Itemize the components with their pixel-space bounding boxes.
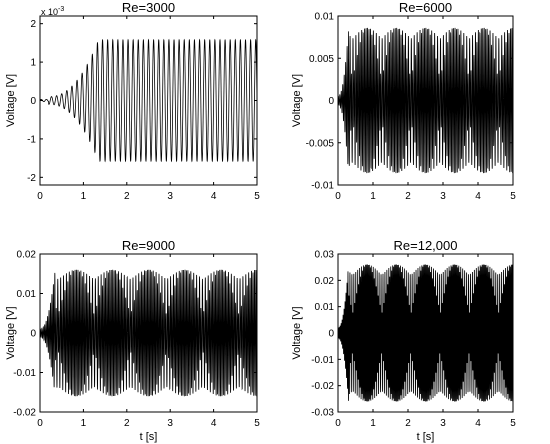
y-multiplier-exponent: -3 <box>58 6 64 13</box>
y-axis-label: Voltage [V] <box>5 306 17 359</box>
x-tick-label: 3 <box>440 418 446 429</box>
y-tick-label: -0.03 <box>311 408 334 419</box>
y-tick-label: 0.03 <box>315 250 335 261</box>
y-tick-label: 0 <box>328 96 334 107</box>
signal-trace <box>337 264 514 402</box>
x-tick-label: 3 <box>167 418 173 429</box>
y-tick-label: 0.02 <box>17 250 37 261</box>
chart-title: Re=12,000 <box>394 238 458 253</box>
chart-title: Re=9000 <box>122 238 175 253</box>
x-tick-label: 1 <box>370 191 376 202</box>
y-tick-label: -0.01 <box>311 355 334 366</box>
y-tick-label: -2 <box>27 173 36 184</box>
x-tick-label: 2 <box>124 418 130 429</box>
signal-trace <box>39 269 258 397</box>
panel-3: 0 1 2 3 4 5 0.02 0.01 0 -0.01 -0.02 Re=9000 Voltage … <box>5 238 260 443</box>
y-tick-label: 0.01 <box>17 289 37 300</box>
x-tick-label: 1 <box>81 191 87 202</box>
x-tick-label: 5 <box>510 418 516 429</box>
y-tick-label: -0.02 <box>311 381 334 392</box>
x-tick-label: 3 <box>440 191 446 202</box>
signal-trace <box>337 27 514 174</box>
x-tick-label: 1 <box>370 418 376 429</box>
y-tick-label: -0.005 <box>306 138 335 149</box>
y-tick-label: 0.005 <box>309 54 334 65</box>
x-axis-label: t [s] <box>140 431 158 443</box>
y-multiplier: x 10-3 <box>41 6 64 17</box>
y-tick-label: 0 <box>30 96 36 107</box>
y-tick-label: 0.02 <box>315 276 335 287</box>
x-tick-label: 0 <box>37 191 43 202</box>
x-axis-label: t [s] <box>417 431 435 443</box>
y-tick-label: -0.01 <box>13 368 36 379</box>
y-tick-label: 0 <box>30 329 36 340</box>
x-tick-label: 4 <box>475 418 481 429</box>
x-tick-label: 4 <box>211 191 217 202</box>
y-axis-label: Voltage [V] <box>5 74 17 127</box>
y-tick-label: 0.01 <box>315 12 335 23</box>
x-tick-label: 2 <box>124 191 130 202</box>
y-tick-label: -0.01 <box>311 181 334 192</box>
x-tick-label: 0 <box>335 191 341 202</box>
x-tick-label: 1 <box>81 418 87 429</box>
panel-2: 0 1 2 3 4 5 0.01 0.005 0 -0.005 -0.01 Re=6000 Voltag… <box>291 0 516 202</box>
x-tick-label: 4 <box>475 191 481 202</box>
x-tick-label: 0 <box>37 418 43 429</box>
x-tick-label: 5 <box>254 418 260 429</box>
chart-title: Re=3000 <box>122 0 175 15</box>
x-tick-label: 2 <box>405 418 411 429</box>
signal-trace <box>39 38 258 163</box>
chart-title: Re=6000 <box>399 0 452 15</box>
x-tick-label: 2 <box>405 191 411 202</box>
y-tick-label: 0.01 <box>315 302 335 313</box>
x-tick-label: 5 <box>254 191 260 202</box>
x-tick-label: 4 <box>211 418 217 429</box>
panel-1: 0 1 2 3 4 5 2 1 0 -1 -2 Re=3000 Voltage [V] x 10-3 <box>5 0 260 202</box>
y-tick-label: 1 <box>30 58 36 69</box>
y-tick-label: -0.02 <box>13 408 36 419</box>
y-tick-label: 0 <box>328 329 334 340</box>
y-axis-label: Voltage [V] <box>291 306 303 359</box>
x-tick-label: 5 <box>510 191 516 202</box>
y-tick-label: -1 <box>27 134 36 145</box>
y-axis-label: Voltage [V] <box>291 74 303 127</box>
panel-4: 0 1 2 3 4 5 0.03 0.02 0.01 0 -0.01 -0.02 -0.03 Re=12,… <box>291 238 516 443</box>
y-tick-label: 2 <box>30 19 36 30</box>
x-tick-label: 3 <box>167 191 173 202</box>
x-tick-label: 0 <box>335 418 341 429</box>
